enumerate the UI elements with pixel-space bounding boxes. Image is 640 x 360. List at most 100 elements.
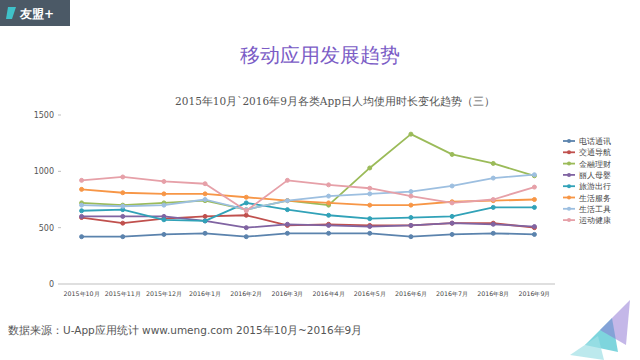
x-tick-label: 2016年8月 xyxy=(477,290,509,297)
legend-label: 旅游出行 xyxy=(579,182,611,191)
legend-marker xyxy=(567,173,571,177)
series-point xyxy=(244,213,248,217)
x-tick-label: 2016年3月 xyxy=(271,290,303,297)
series-point xyxy=(409,235,413,239)
series-point xyxy=(450,201,454,205)
series-line xyxy=(82,216,535,227)
chart-title: 2015年10月`2016年9月各类App日人均使用时长变化趋势（三） xyxy=(175,95,495,107)
x-tick-label: 2015年10月 xyxy=(64,290,100,297)
series-point xyxy=(203,214,207,218)
series-point xyxy=(491,222,495,226)
series-point xyxy=(368,186,372,190)
legend-label: 生活工具 xyxy=(579,205,611,214)
series-point xyxy=(203,219,207,223)
logo-text: 友盟+ xyxy=(19,7,54,21)
decor xyxy=(570,336,604,360)
background xyxy=(0,0,640,360)
x-tick-label: 2016年2月 xyxy=(230,290,262,297)
series-line xyxy=(82,134,535,209)
series-point xyxy=(327,194,331,198)
series-line xyxy=(82,233,535,236)
page-title: 移动应用发展趋势 xyxy=(240,43,400,67)
x-tick-label: 2016年9月 xyxy=(518,290,550,297)
series-point xyxy=(327,213,331,217)
series-point xyxy=(450,221,454,225)
series-point xyxy=(162,192,166,196)
legend-label: 交通导航 xyxy=(579,148,611,157)
series-point xyxy=(80,235,84,239)
x-tick-label: 2015年12月 xyxy=(146,290,182,297)
series-point xyxy=(409,216,413,220)
series-point xyxy=(327,183,331,187)
series-point xyxy=(244,209,248,213)
series-point xyxy=(285,178,289,182)
series-point xyxy=(285,199,289,203)
series-point xyxy=(121,221,125,225)
x-axis xyxy=(61,284,555,285)
series-point xyxy=(491,161,495,165)
series-point xyxy=(285,208,289,212)
series-point xyxy=(409,132,413,136)
x-tick-label: 2016年7月 xyxy=(436,290,468,297)
x-tick-label: 2016年1月 xyxy=(189,290,221,297)
logo-icon xyxy=(6,7,16,19)
series-point xyxy=(532,173,536,177)
series-point xyxy=(368,166,372,170)
legend-label: 丽人母婴 xyxy=(579,171,611,180)
x-tick-label: 2016年5月 xyxy=(354,290,386,297)
legend-marker xyxy=(567,150,571,154)
legend-marker xyxy=(567,207,571,211)
series-point xyxy=(532,232,536,236)
series-point xyxy=(203,182,207,186)
series-point xyxy=(409,223,413,227)
series-point xyxy=(80,203,84,207)
source-note: 数据来源：U-App应用统计 www.umeng.com 2015年10月~20… xyxy=(8,324,362,336)
legend-label: 金融理财 xyxy=(579,160,611,169)
series-point xyxy=(532,198,536,202)
series-point xyxy=(244,195,248,199)
series-point xyxy=(450,214,454,218)
legend-marker xyxy=(567,162,571,166)
x-tick-label: 2016年6月 xyxy=(395,290,427,297)
series-point xyxy=(80,209,84,213)
series-point xyxy=(491,176,495,180)
series-point xyxy=(244,235,248,239)
legend-marker xyxy=(567,196,571,200)
series-point xyxy=(409,194,413,198)
series-point xyxy=(121,175,125,179)
legend-marker xyxy=(567,139,571,143)
series-point xyxy=(121,214,125,218)
series-point xyxy=(491,198,495,202)
series-point xyxy=(368,225,372,229)
series-line xyxy=(82,189,535,205)
series-point xyxy=(532,225,536,229)
y-tick xyxy=(58,284,61,285)
series-point xyxy=(285,199,289,203)
series-point xyxy=(450,184,454,188)
series-point xyxy=(285,231,289,235)
series-point xyxy=(450,232,454,236)
series-line xyxy=(82,177,535,211)
x-tick-label: 2015年11月 xyxy=(105,290,141,297)
series-point xyxy=(203,231,207,235)
series-point xyxy=(203,219,207,223)
y-tick-label: 0 xyxy=(49,280,54,289)
series-point xyxy=(121,204,125,208)
series-point xyxy=(532,205,536,209)
y-tick xyxy=(58,227,61,228)
legend-label: 生活服务 xyxy=(579,194,611,203)
series-point xyxy=(285,222,289,226)
legend-marker xyxy=(567,218,571,222)
series-point xyxy=(203,192,207,196)
decor xyxy=(600,300,630,345)
series-point xyxy=(244,226,248,230)
series-point xyxy=(368,217,372,221)
series-point xyxy=(80,187,84,191)
series-point xyxy=(327,223,331,227)
series-point xyxy=(162,179,166,183)
series-point xyxy=(491,231,495,235)
series-point xyxy=(285,199,289,203)
series-group xyxy=(80,132,537,239)
series-point xyxy=(327,231,331,235)
series-point xyxy=(162,203,166,207)
